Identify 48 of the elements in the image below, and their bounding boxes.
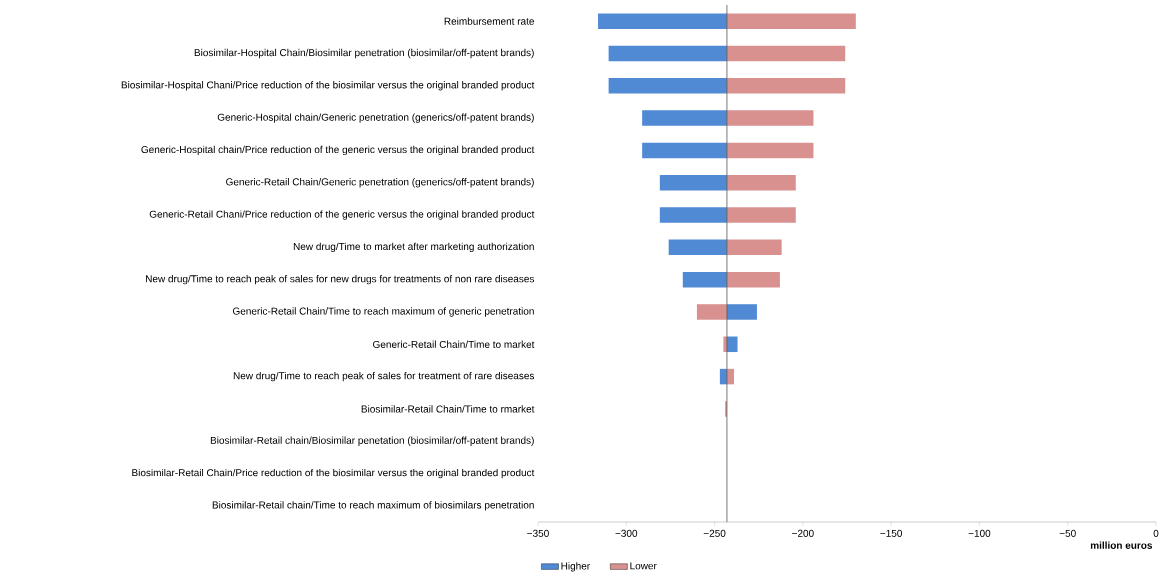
y-tick-label: Generic-Retail Chani/Price reduction of the generic versus the original branded product [149,210,535,220]
y-tick-label: Biosimilar-Retail chain/Biosimilar penetation (biosimilar/off-patent brands) [210,436,534,446]
bar [726,110,814,126]
x-tick-label: −50 [1059,529,1076,537]
x-tick-label: −150 [880,529,903,537]
x-tick-label: −200 [792,529,814,537]
bar [726,239,782,256]
bar [726,271,780,288]
bar [642,110,727,126]
bar [659,207,727,223]
bar [726,78,846,94]
y-tick-label: Biosimilar-Hospital Chani/Price reduction of the biosimilar versus the original branded product [121,81,535,91]
bar [726,13,856,29]
bar [696,304,727,320]
y-tick-label: Biosimilar-Retail Chain/Time to rmarket [361,405,535,413]
legend-label: Higher [561,562,590,572]
y-tick-label: Biosimilar-Hospital Chain/Biosimilar penetration (biosimilar/off-patent brands) [194,48,534,59]
bar [608,78,727,94]
y-tick-label: Generic-Hospital chain/Price reduction of the generic versus the original branded product [141,145,535,156]
legend-label: Lower [630,562,657,570]
y-tick-label: Reimbursement rate [444,17,534,25]
y-tick-label: New drug/Time to reach peak of sales for treatment of rare diseases [233,371,535,382]
bar [682,271,727,288]
bar [608,45,727,62]
y-tick-label: Generic-Hospital chain/Generic penetration (generics/off-patent brands) [217,113,534,123]
x-tick-label: −300 [615,529,638,537]
y-tick-label: Generic-Retail Chain/Time to reach maximum of generic penetration [232,307,534,317]
x-tick-label: 0 [1153,529,1159,537]
bar [642,142,727,159]
y-tick-label: Biosimilar-Retail chain/Time to reach maximum of biosimilars penetration [212,501,534,511]
bar [726,304,757,320]
bar [726,142,814,159]
y-tick-label: Generic-Retail Chain/Generic penetration (generics/off-patent brands) [226,178,534,188]
x-tick-label: −350 [527,529,549,537]
x-tick-label: −250 [703,529,726,537]
x-tick-label: −100 [968,529,991,537]
bar [726,336,738,353]
bar [726,207,796,223]
y-tick-label: Biosimilar-Retail Chain/Price reduction of the biosimilar versus the original branded product [132,468,535,479]
y-tick-label: New drug/Time to market after marketing authorization [293,242,534,252]
y-tick-label: New drug/Time to reach peak of sales for new drugs for treatments of non rare diseases [146,275,535,285]
bar [598,13,727,29]
bar [668,239,727,256]
bar [726,174,796,191]
bar [659,174,727,191]
y-tick-label: Generic-Retail Chain/Time to market [373,340,535,348]
x-axis-title: million euros [1090,541,1153,549]
bar [726,45,846,62]
